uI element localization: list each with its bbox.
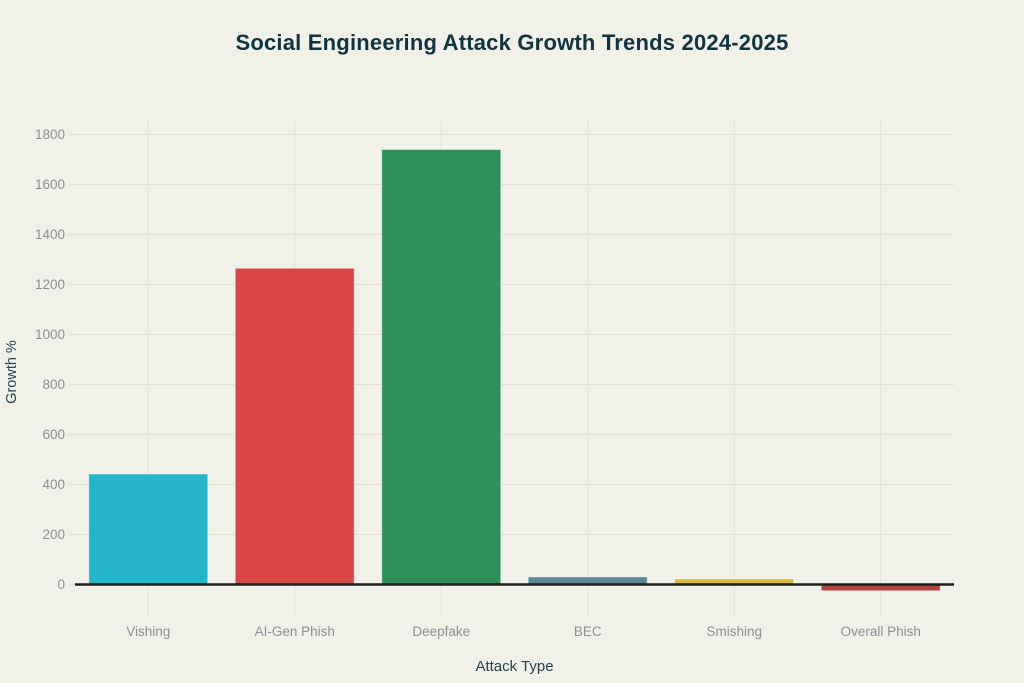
y-tick-label: 800	[42, 377, 65, 392]
bars	[88, 149, 941, 592]
category-label: AI-Gen Phish	[255, 624, 335, 639]
category-label: Deepfake	[412, 624, 470, 639]
y-tick-label: 1000	[35, 327, 65, 342]
y-tick-label: 1800	[35, 127, 65, 142]
bar-Deepfake	[381, 149, 502, 585]
horizontal-gridlines	[69, 133, 954, 586]
chart-title: Social Engineering Attack Growth Trends …	[235, 30, 789, 55]
x-axis-category-labels: Vishing AI-Gen Phish Deepfake BEC Smishing Ov…	[126, 624, 921, 639]
category-label: Overall Phish	[841, 624, 921, 639]
y-tick-label: 400	[42, 477, 65, 492]
y-tick-label: 1200	[35, 277, 65, 292]
y-axis-title: Growth %	[4, 340, 20, 404]
category-label: Vishing	[126, 624, 170, 639]
y-tick-label: 200	[42, 527, 65, 542]
y-tick-label: 0	[57, 577, 65, 592]
category-label: BEC	[574, 624, 602, 639]
bar-AI-Gen Phish	[234, 267, 355, 585]
x-axis-title: Attack Type	[475, 658, 553, 675]
y-tick-label: 1600	[35, 177, 65, 192]
category-label: Smishing	[706, 624, 762, 639]
y-axis-tick-labels: 0 200 400 600 800 1000 1200 1400 1600 1800	[35, 127, 65, 592]
y-tick-label: 600	[42, 427, 65, 442]
y-tick-label: 1400	[35, 227, 65, 242]
bar-Vishing	[88, 473, 209, 585]
